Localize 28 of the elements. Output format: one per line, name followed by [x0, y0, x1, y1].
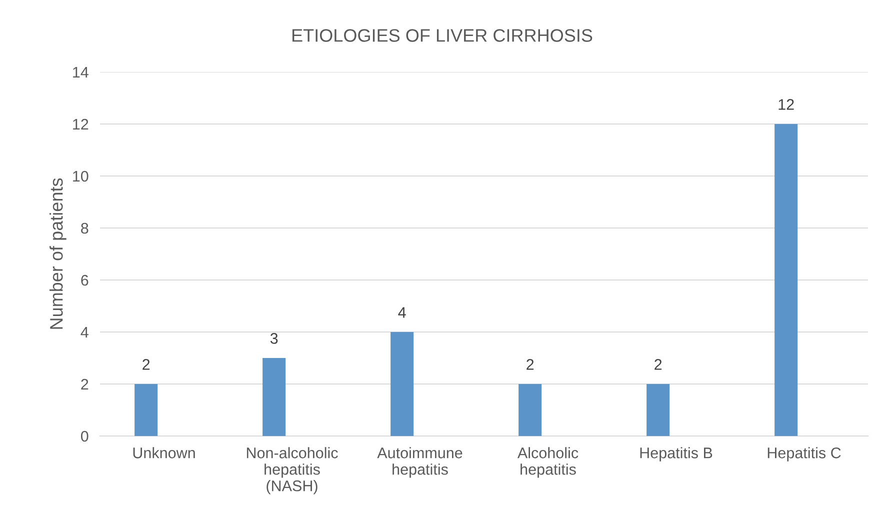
- chart-title: ETIOLOGIES OF LIVER CIRRHOSIS: [292, 29, 592, 42]
- data-label: 2: [654, 359, 662, 370]
- data-label: 2: [142, 359, 150, 370]
- data-label: 12: [778, 99, 794, 110]
- data-label: 2: [526, 359, 534, 370]
- y-tick-label: 6: [81, 274, 88, 286]
- y-axis-title: Number of patients: [50, 178, 66, 329]
- data-label: 3: [270, 333, 278, 344]
- y-tick-label: 4: [80, 327, 88, 338]
- x-tick-label: Unknown: [133, 447, 195, 458]
- bar: [646, 384, 670, 436]
- y-tick-label: 12: [73, 118, 88, 130]
- y-tick-label: 0: [80, 430, 88, 442]
- x-tick-label: Autoimmune hepatitis: [377, 447, 462, 478]
- y-tick-label: 14: [73, 67, 88, 78]
- bar: [774, 124, 798, 436]
- x-tick-label: Hepatitis B: [640, 447, 712, 462]
- y-tick-label: 2: [81, 378, 88, 390]
- x-tick-label: Non-alcoholic hepatitis (NASH): [246, 447, 338, 494]
- y-tick-label: 10: [73, 170, 88, 182]
- bar: [134, 384, 158, 436]
- x-tick-label: Hepatitis C: [768, 447, 841, 462]
- bar: [518, 384, 542, 436]
- bar: [262, 358, 286, 436]
- y-tick-label: 8: [81, 222, 88, 234]
- x-tick-label: Alcoholic hepatitis: [517, 447, 578, 478]
- data-label: 4: [398, 307, 406, 318]
- bar: [390, 332, 414, 436]
